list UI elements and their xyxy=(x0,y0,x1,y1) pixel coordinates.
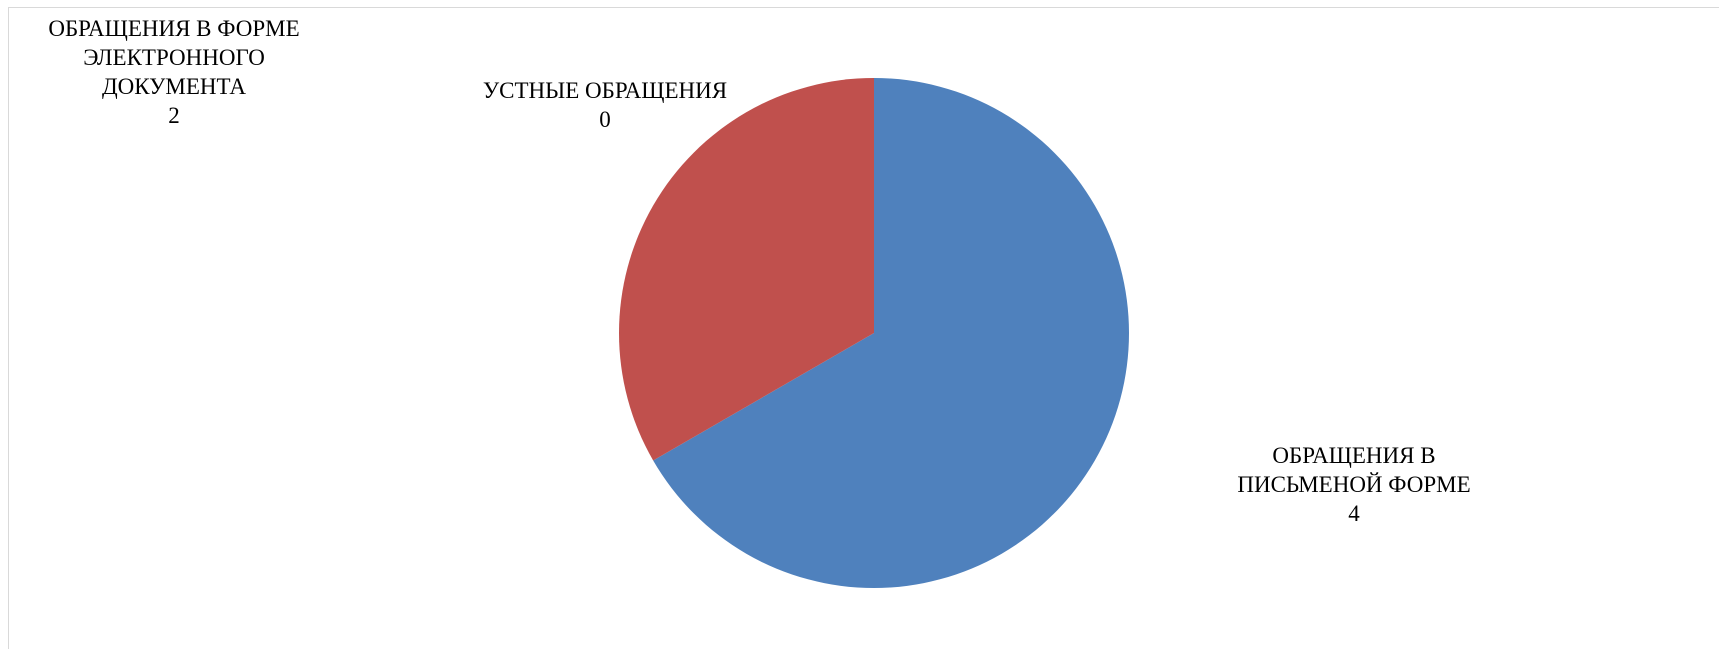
data-label-line: УСТНЫЕ ОБРАЩЕНИЯ xyxy=(482,78,728,103)
data-label-value: 2 xyxy=(168,103,180,128)
data-label-line: ДОКУМЕНТА xyxy=(101,74,247,99)
data-label-written: ОБРАЩЕНИЯ В ПИСЬМЕНОЙ ФОРМЕ 4 xyxy=(1204,441,1504,528)
data-label-line: ОБРАЩЕНИЯ В ФОРМЕ xyxy=(48,16,300,41)
data-label-line: ЭЛЕКТРОННОГО xyxy=(83,45,265,70)
pie-slices xyxy=(619,78,1129,588)
data-label-line: ПИСЬМЕНОЙ ФОРМЕ xyxy=(1237,472,1471,497)
data-label-electronic-document: ОБРАЩЕНИЯ В ФОРМЕ ЭЛЕКТРОННОГО ДОКУМЕНТА… xyxy=(24,14,324,130)
data-label-value: 0 xyxy=(599,107,611,132)
pie-slice-electronic xyxy=(619,78,874,461)
data-label-value: 4 xyxy=(1348,501,1360,526)
pie-slice-written xyxy=(653,78,1129,588)
data-label-oral: УСТНЫЕ ОБРАЩЕНИЯ 0 xyxy=(455,76,755,134)
data-label-line: ОБРАЩЕНИЯ В xyxy=(1272,443,1436,468)
